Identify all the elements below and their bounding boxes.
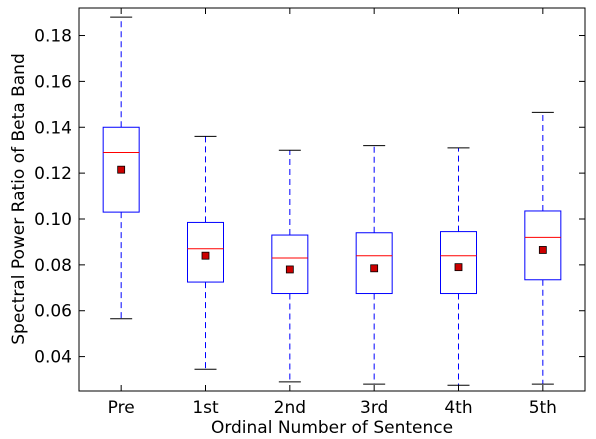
y-tick-label: 0.08 bbox=[34, 256, 72, 276]
box-group-4th bbox=[440, 147, 477, 386]
y-tick-label: 0.06 bbox=[34, 302, 72, 322]
mean-marker bbox=[201, 251, 210, 260]
box bbox=[524, 210, 562, 281]
x-axis: Pre 1st 2nd 3rd 4th 5th bbox=[108, 8, 557, 418]
x-tick-label: 2nd bbox=[274, 398, 306, 418]
x-tick-label: Pre bbox=[108, 398, 135, 418]
box bbox=[187, 221, 224, 283]
box-group-1st bbox=[187, 135, 224, 370]
y-tick-label: 0.04 bbox=[34, 348, 72, 368]
x-tick-label: 5th bbox=[529, 398, 557, 418]
y-tick-label: 0.16 bbox=[34, 72, 72, 92]
box bbox=[440, 231, 477, 295]
x-tick-label: 4th bbox=[444, 398, 472, 418]
plot-frame bbox=[78, 7, 586, 392]
mean-marker bbox=[285, 265, 294, 274]
box bbox=[271, 234, 309, 295]
x-tick-label: 3rd bbox=[360, 398, 388, 418]
box-group-Pre bbox=[102, 16, 140, 320]
box-group-3rd bbox=[355, 145, 393, 385]
x-axis-label: Ordinal Number of Sentence bbox=[211, 418, 453, 438]
y-tick-label: 0.14 bbox=[34, 118, 72, 138]
y-tick-label: 0.18 bbox=[34, 27, 72, 47]
y-tick-label: 0.12 bbox=[34, 164, 72, 184]
box bbox=[102, 126, 140, 213]
mean-marker bbox=[370, 264, 379, 273]
y-tick-label: 0.10 bbox=[34, 210, 72, 230]
mean-marker bbox=[454, 263, 463, 272]
box-group-2nd bbox=[271, 149, 309, 383]
y-axis: 0.04 0.06 0.08 0.10 0.12 0.14 0.16 0.18 bbox=[34, 27, 585, 368]
box-group-5th bbox=[524, 111, 562, 385]
mean-marker bbox=[117, 165, 126, 174]
y-axis-label: Spectral Power Ratio of Beta Band bbox=[9, 53, 29, 344]
x-tick-label: 1st bbox=[192, 398, 219, 418]
plot-area bbox=[102, 16, 562, 386]
mean-marker bbox=[538, 246, 547, 254]
box bbox=[355, 232, 393, 295]
